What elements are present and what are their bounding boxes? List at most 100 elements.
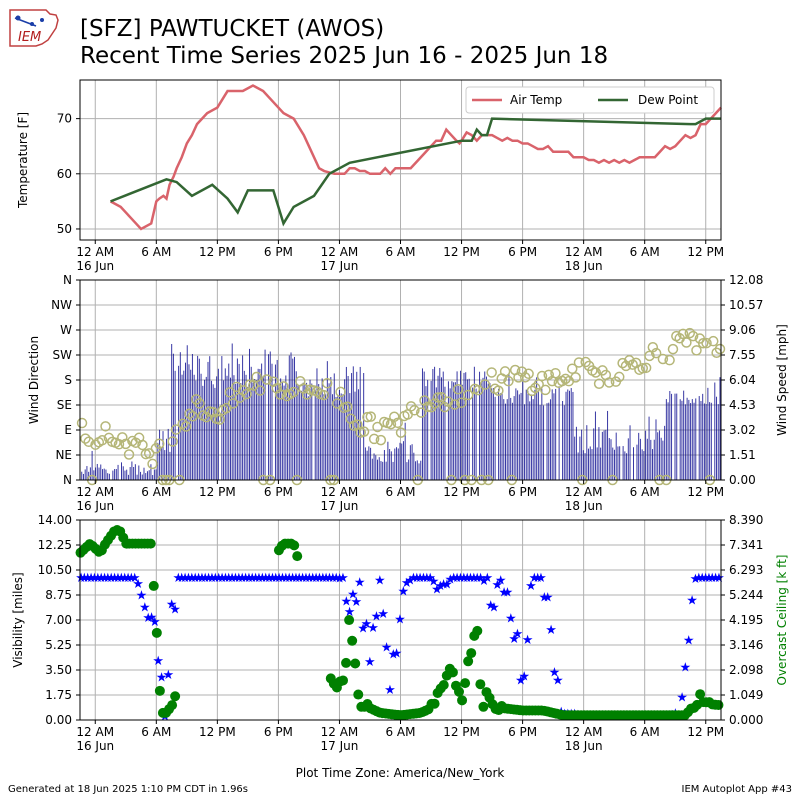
logo-text: IEM [18,30,41,45]
air-temp-line [109,84,722,231]
wind-direction-point [180,421,192,432]
speed-tick-label: 4.53 [729,398,756,412]
visibility-point: ★ [82,571,94,586]
wind-direction-points [76,327,726,486]
ceiling-point [457,695,468,706]
wind-direction-point [499,366,511,377]
wind-direction-point [684,327,696,339]
wind-direction-point [241,388,252,400]
ceiling-point [475,679,486,690]
wind-direction-point [449,399,460,410]
wind-direction-point [254,385,266,396]
visibility-point: ★ [394,612,406,627]
x-tick-label: 6 PM [264,245,293,259]
visibility-point: ★ [381,641,393,656]
visibility-point: ★ [253,571,265,586]
visibility-point: ★ [518,670,530,685]
wind-direction-point [593,378,605,390]
visibility-point: ★ [334,572,346,587]
wind-direction-point [570,372,581,383]
visibility-point: ★ [713,571,725,586]
x-tick-label: 12 PM [443,245,480,259]
visibility-xticks: 12 AM 6 AM 12 PM 6 PM 12 AM 6 AM 12 PM 6 PM 12 A… [76,720,724,753]
visibility-point: ★ [193,571,205,586]
ceiling-tick-label: 8.390 [729,513,763,527]
ceiling-point [292,551,303,562]
visibility-point: ★ [347,587,359,602]
wind-direction-point [452,384,464,395]
visibility-point: ★ [162,668,174,683]
visibility-point: ★ [461,571,473,586]
x-tick-label: 6 AM [385,725,415,739]
visibility-point: ★ [85,571,97,586]
ceiling-point [695,689,706,700]
wind-direction-point [170,424,182,435]
speed-tick-label: 6.04 [729,373,756,387]
iem-logo: IEM [9,9,59,47]
ceiling-tick-label: 5.244 [729,588,763,602]
x-tick-label: 12 AM [321,725,359,739]
visibility-point: ★ [532,571,544,586]
visibility-point: ★ [434,579,446,594]
visibility-point: ★ [542,590,554,605]
visibility-point: ★ [270,571,282,586]
wind-direction-point [526,385,538,397]
wind-direction-point [365,411,377,422]
wind-direction-point [83,436,95,448]
wind-direction-point [432,392,444,403]
x-tick-label: 6 PM [508,485,537,499]
wind-direction-point [342,401,353,412]
wind-direction-point [318,389,330,401]
visibility-point: ★ [75,571,87,586]
visibility-point: ★ [686,594,698,609]
visibility-point: ★ [287,571,299,586]
wind-grid [80,279,721,481]
ceiling-points [75,525,724,721]
direction-tick-label: N [63,273,72,287]
visibility-point: ★ [176,571,188,586]
visibility-point: ★ [166,598,178,613]
visibility-point: ★ [710,571,722,586]
ceiling-point [478,701,489,712]
visibility-point: ★ [307,571,319,586]
wind-direction-yticks: N NE E SE S SW W NW N [51,273,80,487]
wind-direction-point [271,383,283,394]
wind-direction-point [261,374,272,385]
x-tick-label: 12 AM [565,245,603,259]
wind-direction-point [288,386,299,398]
wind-direction-point [117,432,128,443]
wind-direction-point [177,418,189,429]
visibility-point: ★ [485,598,497,613]
visibility-point: ★ [216,571,228,586]
x-tick-label: 12 PM [199,725,236,739]
x-tick-label: 6 AM [630,245,660,259]
visibility-point: ★ [327,571,339,586]
wind-direction-point [100,421,111,432]
visibility-point: ★ [139,601,151,616]
x-tick-label: 12 AM [76,245,114,259]
ceiling-point [154,685,165,696]
visibility-point: ★ [706,571,718,586]
day-label: 16 Jun [76,499,114,513]
wind-direction-point [321,377,333,389]
visibility-point: ★ [387,648,399,663]
visibility-point: ★ [445,573,457,588]
visibility-point: ★ [525,579,537,594]
speed-tick-label: 1.51 [729,448,756,462]
visibility-point: ★ [404,574,416,589]
visibility-point: ★ [357,622,369,637]
visibility-panel: ★★★★★★★★★★★★★★★★★★★★★★★★★★★★★★★★★★★★★★★★… [11,513,789,780]
speed-tick-label: 0.00 [729,473,756,487]
speed-tick-label: 10.57 [729,298,763,312]
wind-direction-point [278,381,289,392]
wind-direction-point [429,398,440,409]
visibility-point: ★ [455,571,467,586]
direction-tick-label: SW [53,348,73,362]
x-tick-label: 12 PM [687,245,724,259]
wind-panel: N NE E SE S SW W NW N 0.00 1.51 3.02 4.53 6.04 7.55 9.… [27,273,789,513]
visibility-point: ★ [505,612,517,627]
direction-tick-label: SE [57,398,72,412]
wind-direction-point [214,414,225,425]
wind-direction-point [523,368,534,380]
